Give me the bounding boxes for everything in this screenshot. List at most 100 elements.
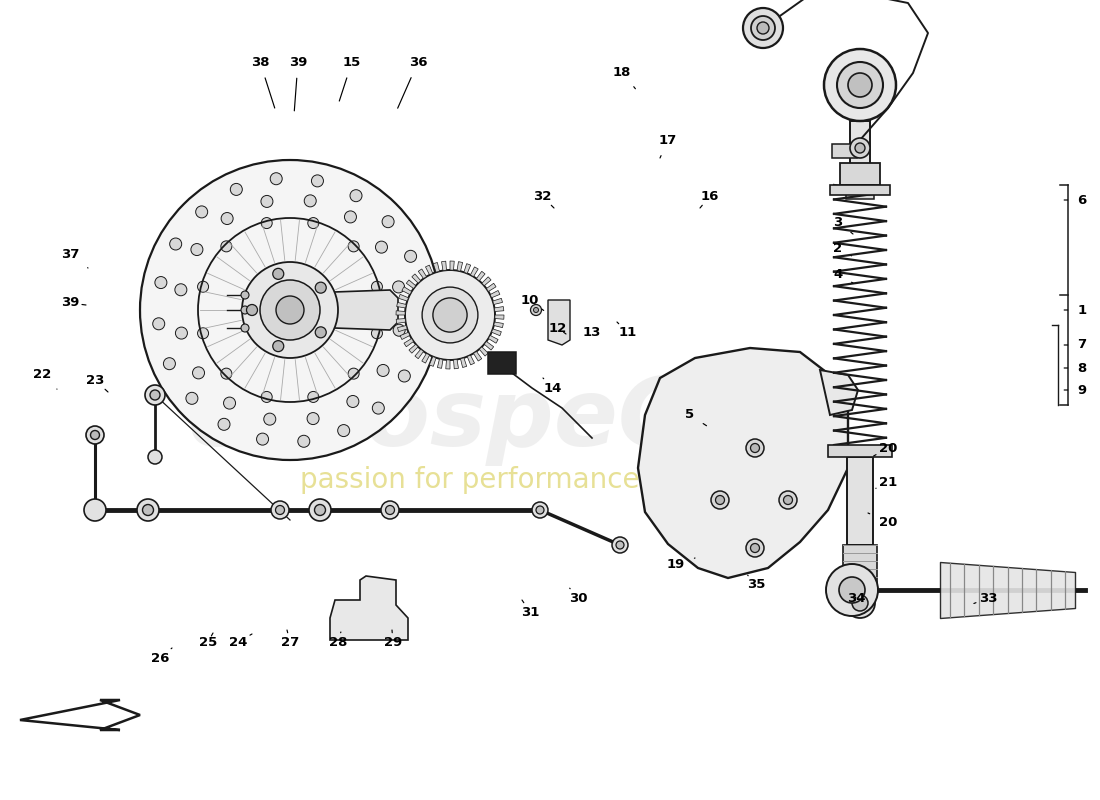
Text: 7: 7 — [1064, 338, 1087, 351]
Circle shape — [86, 426, 104, 444]
Circle shape — [393, 324, 405, 336]
Circle shape — [198, 328, 209, 338]
Circle shape — [256, 433, 268, 445]
Text: 32: 32 — [532, 190, 554, 208]
Text: 5: 5 — [685, 409, 706, 426]
Circle shape — [338, 425, 350, 437]
Circle shape — [746, 439, 764, 457]
Polygon shape — [486, 283, 496, 291]
Polygon shape — [400, 332, 410, 339]
Circle shape — [398, 370, 410, 382]
Circle shape — [273, 268, 284, 279]
Circle shape — [191, 243, 202, 255]
Text: 9: 9 — [1064, 383, 1087, 397]
Circle shape — [298, 435, 310, 447]
Circle shape — [855, 143, 865, 153]
Polygon shape — [396, 310, 405, 315]
Circle shape — [311, 175, 323, 187]
Circle shape — [198, 282, 209, 292]
Circle shape — [346, 395, 359, 407]
Circle shape — [84, 499, 106, 521]
Polygon shape — [468, 355, 474, 365]
Circle shape — [348, 368, 359, 379]
Text: 29: 29 — [384, 630, 403, 649]
Polygon shape — [409, 344, 418, 353]
Polygon shape — [482, 277, 491, 286]
Polygon shape — [493, 298, 503, 305]
Polygon shape — [473, 351, 482, 361]
Circle shape — [750, 443, 759, 453]
Circle shape — [150, 390, 160, 400]
Polygon shape — [484, 342, 494, 350]
FancyBboxPatch shape — [846, 185, 874, 199]
Text: 20: 20 — [868, 513, 898, 529]
Polygon shape — [488, 335, 498, 343]
Circle shape — [382, 216, 394, 228]
Polygon shape — [450, 261, 454, 270]
Circle shape — [305, 195, 316, 207]
Circle shape — [372, 328, 383, 338]
Circle shape — [742, 8, 783, 48]
Polygon shape — [397, 326, 407, 332]
Circle shape — [186, 392, 198, 404]
Text: 8: 8 — [1064, 362, 1087, 374]
Polygon shape — [471, 267, 478, 277]
Text: 2: 2 — [834, 242, 851, 256]
Polygon shape — [402, 286, 411, 294]
Text: 36: 36 — [398, 55, 427, 108]
Polygon shape — [433, 262, 440, 272]
Circle shape — [852, 595, 868, 611]
Circle shape — [143, 505, 154, 515]
Text: 19: 19 — [667, 558, 695, 571]
Circle shape — [175, 284, 187, 296]
Text: 14: 14 — [543, 378, 562, 394]
FancyBboxPatch shape — [828, 445, 892, 457]
FancyBboxPatch shape — [847, 457, 873, 545]
Text: 4: 4 — [834, 269, 852, 283]
Polygon shape — [453, 359, 459, 369]
Circle shape — [241, 324, 249, 332]
Polygon shape — [464, 264, 471, 274]
Circle shape — [534, 307, 539, 313]
Circle shape — [348, 241, 359, 252]
Circle shape — [612, 537, 628, 553]
Circle shape — [230, 183, 242, 195]
Text: 21: 21 — [876, 477, 898, 490]
Circle shape — [138, 499, 160, 521]
Polygon shape — [456, 262, 463, 271]
Polygon shape — [438, 358, 443, 368]
Polygon shape — [406, 280, 416, 289]
Text: 11: 11 — [617, 322, 637, 339]
FancyBboxPatch shape — [843, 545, 877, 585]
Polygon shape — [638, 348, 848, 578]
Circle shape — [839, 577, 865, 603]
Circle shape — [422, 287, 477, 343]
Polygon shape — [411, 274, 421, 283]
Text: 31: 31 — [520, 600, 539, 618]
Circle shape — [308, 391, 319, 402]
Circle shape — [276, 296, 304, 324]
Circle shape — [536, 506, 544, 514]
Circle shape — [405, 250, 417, 262]
Circle shape — [405, 270, 495, 360]
Circle shape — [223, 397, 235, 409]
Text: 18: 18 — [613, 66, 636, 89]
Polygon shape — [491, 290, 499, 298]
Text: 17: 17 — [659, 134, 678, 158]
Circle shape — [221, 368, 232, 379]
Circle shape — [148, 450, 162, 464]
Circle shape — [530, 305, 541, 315]
Circle shape — [850, 138, 870, 158]
Text: 26: 26 — [151, 648, 172, 665]
Circle shape — [261, 195, 273, 207]
Circle shape — [783, 495, 792, 505]
Circle shape — [616, 541, 624, 549]
Text: 28: 28 — [329, 632, 348, 649]
Polygon shape — [446, 360, 450, 369]
Circle shape — [221, 241, 232, 252]
Text: 23: 23 — [86, 374, 108, 392]
Circle shape — [414, 331, 425, 343]
Text: 20: 20 — [873, 442, 898, 456]
Circle shape — [308, 218, 319, 229]
Polygon shape — [494, 306, 504, 311]
